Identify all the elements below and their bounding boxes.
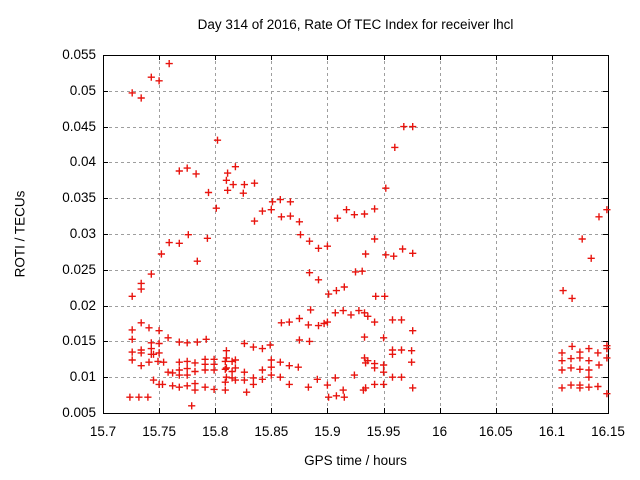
y-tick-label: 0.04 bbox=[69, 154, 96, 170]
y-tick-label: 0.02 bbox=[69, 297, 96, 313]
x-tick-label: 16.05 bbox=[478, 424, 513, 439]
y-tick-label: 0.05 bbox=[69, 82, 96, 98]
x-tick-label: 15.8 bbox=[202, 424, 229, 439]
x-tick-label: 15.9 bbox=[314, 424, 341, 439]
y-tick-label: 0.005 bbox=[62, 405, 96, 420]
x-tick-label: 15.85 bbox=[254, 424, 289, 439]
x-tick-label: 15.7 bbox=[89, 424, 117, 439]
x-tick-label: 15.75 bbox=[142, 424, 176, 439]
x-axis-title: GPS time / hours bbox=[304, 453, 407, 468]
y-tick-label: 0.03 bbox=[69, 226, 96, 241]
x-tick-label: 15.95 bbox=[366, 424, 401, 439]
y-tick-label: 0.045 bbox=[62, 118, 96, 134]
x-tick-label: 16.1 bbox=[538, 424, 566, 439]
y-tick-label: 0.055 bbox=[62, 47, 96, 62]
y-tick-label: 0.035 bbox=[62, 190, 96, 206]
plot-border bbox=[103, 55, 609, 414]
y-tick-label: 0.025 bbox=[62, 261, 96, 277]
x-tick-label: 16.15 bbox=[591, 424, 625, 439]
data-point-markers bbox=[126, 60, 611, 410]
y-tick-label: 0.01 bbox=[69, 369, 96, 385]
x-tick-label: 16 bbox=[432, 424, 448, 439]
chart-title: Day 314 of 2016, Rate Of TEC Index for r… bbox=[197, 17, 514, 32]
y-tick-label: 0.015 bbox=[62, 333, 96, 349]
